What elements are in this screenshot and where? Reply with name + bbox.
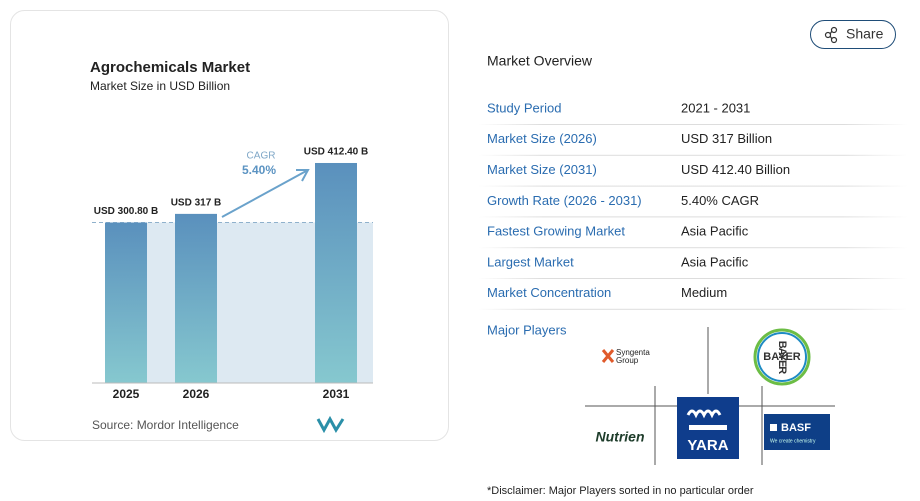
share-label[interactable]: Share bbox=[846, 26, 884, 42]
cagr-value: 5.40% bbox=[242, 163, 276, 177]
row-label: Study Period bbox=[487, 100, 561, 115]
value-label: USD 300.80 B bbox=[94, 206, 158, 217]
bayer-text-vertical: BAYER bbox=[776, 341, 788, 375]
row-label: Market Concentration bbox=[487, 285, 611, 300]
players-grid bbox=[585, 327, 835, 465]
yara-logo: YARA bbox=[677, 397, 739, 459]
row-value: Asia Pacific bbox=[681, 254, 749, 269]
bar bbox=[105, 222, 147, 383]
row-value: 5.40% CAGR bbox=[681, 193, 759, 208]
disclaimer: *Disclaimer: Major Players sorted in no … bbox=[487, 485, 754, 497]
syngenta-logo: Syngenta Group bbox=[601, 348, 650, 365]
syngenta-group: Group bbox=[616, 356, 639, 365]
cagr-label: CAGR bbox=[247, 151, 276, 162]
syngenta-name: Syngenta bbox=[616, 348, 650, 357]
row-value: USD 317 Billion bbox=[681, 131, 772, 146]
row-label: Growth Rate (2026 - 2031) bbox=[487, 193, 642, 208]
overview-table: Study Period 2021 - 2031 Market Size (2026… bbox=[478, 100, 908, 310]
row-value: Medium bbox=[681, 285, 727, 300]
x-tick-label: 2025 bbox=[113, 387, 140, 401]
chart-subtitle: Market Size in USD Billion bbox=[90, 79, 230, 93]
cagr-arrow bbox=[221, 169, 310, 218]
row-label: Market Size (2026) bbox=[487, 131, 597, 146]
row-value: USD 412.40 Billion bbox=[681, 162, 790, 177]
bayer-text: BAYER bbox=[763, 351, 801, 363]
basf-tagline: We create chemistry bbox=[770, 438, 816, 444]
row-separator bbox=[478, 308, 908, 310]
basf-logo: BASF We create chemistry bbox=[764, 414, 830, 450]
value-label: USD 412.40 B bbox=[304, 147, 368, 158]
row-separator bbox=[478, 278, 908, 279]
row-label: Largest Market bbox=[487, 254, 574, 269]
source-logo bbox=[316, 415, 345, 434]
x-tick-label: 2026 bbox=[183, 387, 210, 401]
bar-chart: USD 300.80 B 2025 USD 317 B 2026 USD 412.40 … bbox=[92, 147, 373, 401]
chart-title: Agrochemicals Market bbox=[90, 59, 250, 76]
row-label: Market Size (2031) bbox=[487, 162, 597, 177]
bar bbox=[175, 213, 217, 383]
row-separator bbox=[478, 185, 908, 187]
x-tick-label: 2031 bbox=[323, 387, 350, 401]
value-label: USD 317 B bbox=[171, 198, 222, 209]
basf-text: BASF bbox=[781, 422, 811, 434]
row-label: Fastest Growing Market bbox=[487, 224, 625, 239]
row-separator bbox=[478, 216, 908, 218]
row-separator bbox=[478, 247, 908, 249]
row-separator bbox=[478, 154, 908, 156]
row-separator bbox=[478, 124, 908, 125]
bayer-logo: BAYER BAYER bbox=[753, 328, 811, 386]
row-value: Asia Pacific bbox=[681, 224, 749, 239]
row-value: 2021 - 2031 bbox=[681, 100, 750, 115]
overview-title: Market Overview bbox=[487, 53, 593, 69]
share-button[interactable]: Share bbox=[810, 20, 896, 49]
yara-text: YARA bbox=[687, 437, 728, 454]
source: Source: Mordor Intelligence bbox=[92, 418, 239, 432]
players-label: Major Players bbox=[487, 322, 567, 337]
nutrien-logo: Nutrien bbox=[596, 429, 645, 445]
bar bbox=[315, 162, 357, 383]
